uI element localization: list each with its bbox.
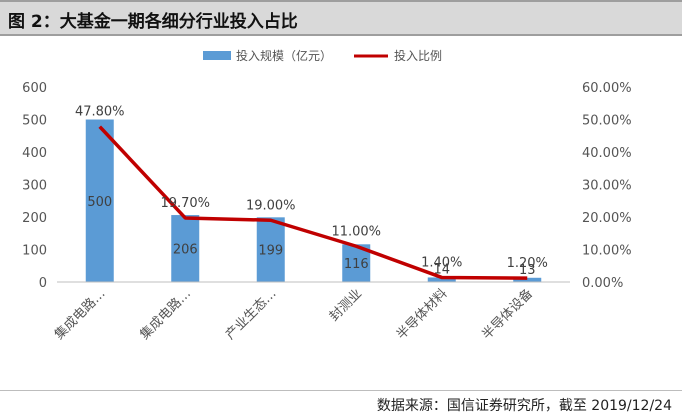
bar [256, 217, 285, 282]
y-left-tick-label: 400 [22, 146, 47, 161]
bar [427, 277, 456, 282]
bar-value-label: 116 [344, 257, 369, 272]
legend-line-label: 投入比例 [394, 48, 442, 63]
y-axis-left: 0 100 200 300 400 500 600 [22, 81, 47, 291]
y-left-tick-label: 100 [22, 244, 47, 259]
ratio-line [98, 125, 528, 280]
bar-series [85, 119, 542, 282]
bottom-rule [0, 390, 682, 391]
bar [513, 277, 542, 282]
line-value-label: 19.70% [160, 196, 210, 211]
line-value-label: 47.80% [75, 105, 125, 120]
y-left-tick-label: 500 [22, 114, 47, 129]
bar-value-labels: 500 206 199 116 14 13 [87, 195, 535, 278]
bar-value-label: 206 [173, 243, 198, 258]
x-tick-label: 产业生态… [223, 286, 280, 343]
y-right-tick-label: 60.00% [582, 81, 632, 96]
legend: 投入规模（亿元） 投入比例 [203, 48, 442, 63]
line-value-label: 19.00% [246, 198, 296, 213]
y-axis-right: 0.00% 10.00% 20.00% 30.00% 40.00% 50.00% 60.00… [582, 81, 632, 291]
x-tick-label: 半导体材料 [394, 286, 451, 343]
bar [85, 119, 114, 282]
y-right-tick-label: 30.00% [582, 179, 632, 194]
x-tick-label: 集成电路… [51, 286, 108, 343]
y-right-tick-label: 50.00% [582, 114, 632, 129]
figure-header: 图 2：大基金一期各细分行业投入占比 [0, 0, 682, 36]
source-note: 数据来源：国信证券研究所，截至 2019/12/24 [376, 398, 672, 414]
y-left-tick-label: 0 [39, 276, 47, 291]
x-tick-label: 封测业 [327, 286, 365, 324]
line-value-label: 1.20% [507, 256, 548, 271]
x-axis-labels: 集成电路… 集成电路… 产业生态… 封测业 半导体材料 半导体设备 [51, 286, 536, 343]
y-left-tick-label: 600 [22, 81, 47, 96]
y-left-tick-label: 200 [22, 211, 47, 226]
y-right-tick-label: 10.00% [582, 244, 632, 259]
x-tick-label: 半导体设备 [479, 286, 536, 343]
y-right-tick-label: 20.00% [582, 211, 632, 226]
chart: 投入规模（亿元） 投入比例 0 100 200 300 400 500 600 0.00% 1… [22, 48, 632, 343]
bar-value-label: 13 [519, 263, 536, 278]
bar [171, 215, 200, 282]
bar-value-label: 14 [433, 262, 450, 277]
bar-value-label: 199 [258, 244, 283, 259]
y-right-tick-label: 40.00% [582, 146, 632, 161]
line-value-label: 11.00% [331, 224, 381, 239]
line-value-label: 1.40% [421, 255, 462, 270]
legend-bar-swatch [203, 51, 231, 60]
figure-title: 图 2：大基金一期各细分行业投入占比 [8, 12, 298, 32]
x-tick-label: 集成电路… [137, 286, 194, 343]
bar-value-label: 500 [87, 195, 112, 210]
legend-bar-label: 投入规模（亿元） [236, 48, 332, 63]
y-right-tick-label: 0.00% [582, 276, 623, 291]
line-value-labels: 47.80% 19.70% 19.00% 11.00% 1.40% 1.20% [75, 105, 548, 271]
y-left-tick-label: 300 [22, 179, 47, 194]
